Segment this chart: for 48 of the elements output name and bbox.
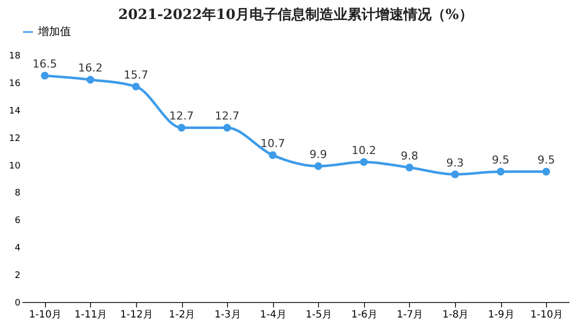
y-tick-label: 6 xyxy=(14,216,21,226)
y-tick-label: 4 xyxy=(14,244,21,254)
y-tick-label: 0 xyxy=(14,298,21,308)
x-tick-label: 1-11月 xyxy=(74,310,108,320)
y-tick-label: 14 xyxy=(9,106,21,116)
y-tick-label: 12 xyxy=(9,134,20,144)
x-tick-label: 1-5月 xyxy=(306,310,332,320)
data-label: 9.8 xyxy=(400,150,418,163)
x-tick-label: 1-10月 xyxy=(530,310,564,320)
y-tick-label: 10 xyxy=(9,161,21,172)
x-tick-label: 1-6月 xyxy=(351,310,378,320)
y-tick-label: 8 xyxy=(14,188,21,199)
chart-title: 2021-2022年10月电子信息制造业累计增速情况（%） xyxy=(118,7,473,23)
point xyxy=(132,82,140,90)
data-label: 16.5 xyxy=(32,58,58,71)
data-label: 12.7 xyxy=(214,110,240,123)
point xyxy=(496,168,504,176)
data-label: 12.7 xyxy=(169,110,194,123)
data-label: 9.3 xyxy=(446,156,464,170)
point xyxy=(223,124,231,132)
point xyxy=(314,162,322,170)
x-tick-label: 1-3月 xyxy=(214,310,241,320)
data-label: 9.5 xyxy=(537,154,555,167)
x-tick-label: 1-2月 xyxy=(168,310,196,320)
data-label: 10.2 xyxy=(352,144,376,158)
point xyxy=(360,158,368,166)
point xyxy=(451,170,459,178)
x-tick-label: 1-10月 xyxy=(28,310,62,320)
x-tick-label: 1-9月 xyxy=(488,310,514,320)
point xyxy=(40,72,49,80)
data-label: 15.7 xyxy=(124,68,148,82)
data-label: 10.7 xyxy=(260,137,285,150)
point xyxy=(406,164,414,172)
point xyxy=(86,76,94,84)
x-tick-label: 1-8月 xyxy=(442,310,469,320)
point xyxy=(542,168,550,176)
data-label: 16.2 xyxy=(78,62,103,75)
y-tick-label: 18 xyxy=(9,52,21,62)
y-tick-label: 2 xyxy=(14,271,20,282)
y-tick-label: 16 xyxy=(9,78,21,89)
x-tick-label: 1-12月 xyxy=(120,310,153,320)
data-label: 9.5 xyxy=(492,154,510,167)
point xyxy=(268,151,277,160)
x-tick-label: 1-4月 xyxy=(260,310,286,320)
x-tick-label: 1-7月 xyxy=(396,310,424,320)
legend-label: 增加值 xyxy=(37,25,71,38)
data-label: 9.9 xyxy=(310,148,328,162)
point xyxy=(178,124,186,132)
